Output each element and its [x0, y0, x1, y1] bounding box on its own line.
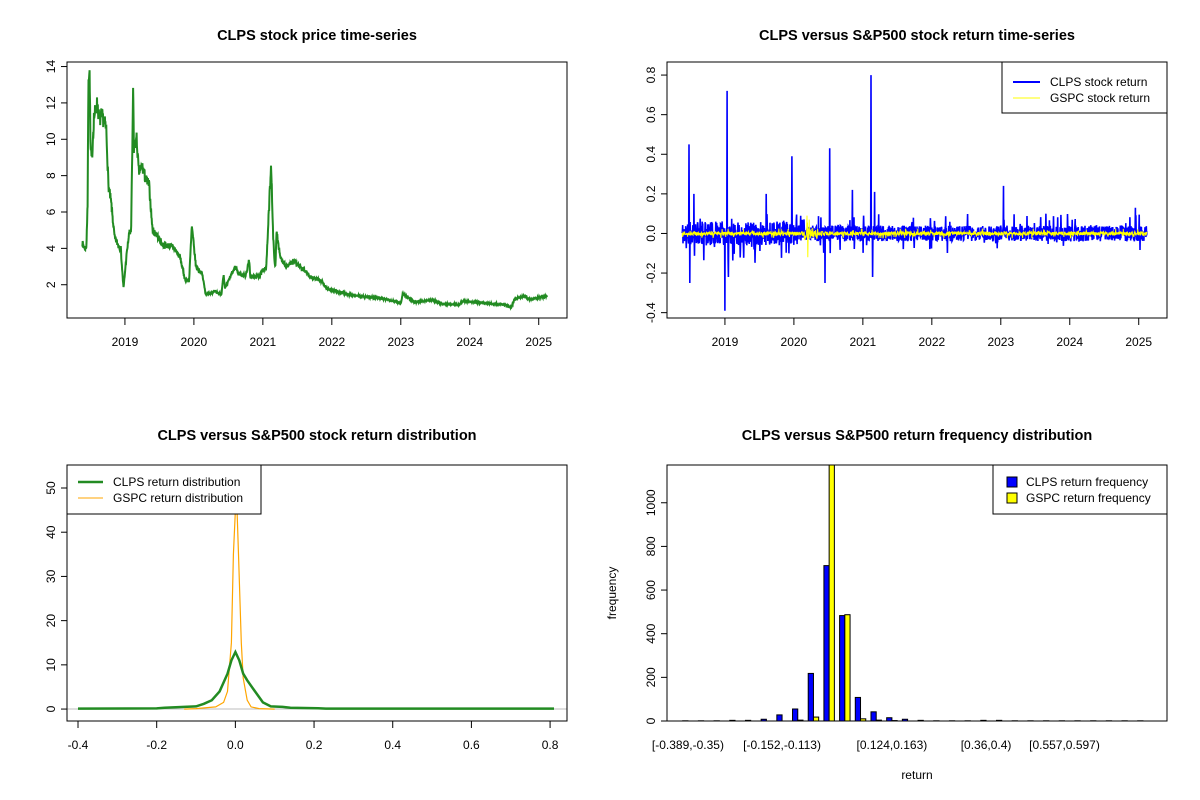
return-chart: -0.4 -0.2 0.0 0.2 0.4 0.6 0.8 2019 2020 2021 2022 2… — [644, 61, 1168, 349]
x-tick-label: -0.2 — [146, 738, 167, 752]
clps-frequency-bar — [839, 615, 846, 721]
x-category-label: [-0.152,-0.113) — [743, 738, 821, 752]
x-tick-label: 0.4 — [384, 738, 401, 752]
legend-clps-label: CLPS return frequency — [1026, 475, 1148, 489]
clps-price-line — [81, 70, 548, 311]
x-tick-label: 2024 — [456, 335, 483, 349]
return-chart-legend: CLPS stock return GSPC stock return — [1001, 61, 1168, 114]
x-tick-label: 2020 — [181, 335, 208, 349]
x-tick-label: 2020 — [781, 335, 808, 349]
histogram-x-axis-label: return — [901, 768, 932, 782]
clps-density-line — [77, 649, 554, 710]
x-category-label: [0.124,0.163) — [857, 738, 928, 752]
legend-clps-label: CLPS return distribution — [113, 475, 240, 489]
y-tick-label: 1000 — [644, 489, 658, 516]
price-chart-title: CLPS stock price time-series — [217, 28, 417, 44]
legend-box — [992, 464, 1168, 515]
y-tick-label: 14 — [44, 60, 58, 74]
y-tick-label: 600 — [644, 580, 658, 600]
y-tick-label: 8 — [44, 172, 58, 179]
clps-frequency-bar — [776, 714, 783, 721]
x-tick-label: 2023 — [987, 335, 1014, 349]
y-tick-label: 30 — [44, 569, 58, 583]
gspc-return-line — [681, 215, 1148, 258]
y-tick-label: 0 — [644, 717, 658, 724]
legend-box — [1001, 61, 1168, 114]
gspc-density-line — [184, 496, 275, 710]
clps-frequency-bar — [823, 565, 830, 721]
y-tick-label: 2 — [44, 281, 58, 288]
price-chart: 2 4 6 8 10 12 14 2019 2020 2021 2022 2023 2024 2025 — [44, 60, 568, 349]
clps-frequency-bar — [854, 696, 862, 721]
x-tick-label: 2022 — [918, 335, 945, 349]
clps-frequency-bar — [792, 708, 799, 721]
y-tick-label: 20 — [44, 614, 58, 628]
y-tick-label: -0.2 — [644, 262, 658, 283]
x-tick-label: 2025 — [525, 335, 552, 349]
y-tick-label: 40 — [44, 525, 58, 539]
x-tick-label: 2025 — [1125, 335, 1152, 349]
density-chart: 0 10 20 30 40 50 -0.4 -0.2 0.0 0.2 0.4 0.6 0.8 — [44, 464, 568, 752]
y-tick-label: 400 — [644, 623, 658, 643]
gspc-frequency-bar — [812, 716, 820, 721]
gspc-frequency-bar — [860, 718, 867, 721]
x-tick-label: -0.4 — [68, 738, 89, 752]
x-tick-label: 2021 — [250, 335, 277, 349]
y-tick-label: 10 — [44, 132, 58, 146]
y-tick-label: 0.6 — [644, 106, 658, 123]
legend-box — [66, 464, 262, 515]
legend-clps-swatch — [1006, 476, 1018, 488]
clps-frequency-bar — [870, 711, 877, 721]
y-tick-label: 200 — [644, 667, 658, 687]
x-tick-label: 2023 — [387, 335, 414, 349]
y-tick-label: 12 — [44, 96, 58, 110]
x-tick-label: 0.2 — [306, 738, 323, 752]
clps-frequency-bar — [807, 672, 814, 721]
x-tick-label: 2021 — [850, 335, 877, 349]
legend-clps-label: CLPS stock return — [1050, 75, 1147, 89]
y-tick-label: 800 — [644, 536, 658, 556]
y-tick-label: 4 — [44, 245, 58, 252]
x-tick-label: 2019 — [712, 335, 739, 349]
y-tick-label: 50 — [44, 481, 58, 495]
x-tick-label: 0.6 — [463, 738, 480, 752]
x-category-label: [-0.389,-0.35) — [652, 738, 724, 752]
y-tick-label: 0.4 — [644, 146, 658, 163]
histogram-chart-legend: CLPS return frequency GSPC return freque… — [992, 464, 1168, 515]
legend-gspc-label: GSPC return distribution — [113, 491, 243, 505]
gspc-frequency-bar — [844, 614, 851, 721]
legend-gspc-label: GSPC stock return — [1050, 91, 1150, 105]
x-tick-label: 0.0 — [227, 738, 244, 752]
y-tick-label: 0.8 — [644, 66, 658, 83]
histogram-chart: [-0.389,-0.35) [-0.152,-0.113) [0.124,0.16… — [644, 464, 1168, 752]
x-tick-label: 2019 — [112, 335, 139, 349]
y-tick-label: 10 — [44, 658, 58, 672]
x-category-label: [0.557,0.597) — [1029, 738, 1100, 752]
density-chart-title: CLPS versus S&P500 stock return distribu… — [157, 428, 476, 444]
return-chart-title: CLPS versus S&P500 stock return time-ser… — [759, 28, 1075, 44]
y-tick-label: 6 — [44, 208, 58, 215]
legend-gspc-swatch — [1006, 492, 1018, 504]
y-tick-label: 0.2 — [644, 185, 658, 202]
histogram-y-axis-label: frequency — [605, 567, 619, 620]
y-tick-label: 0 — [44, 705, 58, 712]
y-tick-label: -0.4 — [644, 302, 658, 323]
x-tick-label: 2022 — [318, 335, 345, 349]
histogram-chart-title: CLPS versus S&P500 return frequency dist… — [742, 428, 1093, 444]
density-chart-legend: CLPS return distribution GSPC return dis… — [66, 464, 262, 515]
y-tick-label: 0.0 — [644, 225, 658, 242]
x-tick-label: 0.8 — [542, 738, 559, 752]
legend-gspc-label: GSPC return frequency — [1026, 491, 1151, 505]
gspc-frequency-bar — [828, 465, 835, 721]
x-category-label: [0.36,0.4) — [961, 738, 1012, 752]
x-tick-label: 2024 — [1056, 335, 1083, 349]
